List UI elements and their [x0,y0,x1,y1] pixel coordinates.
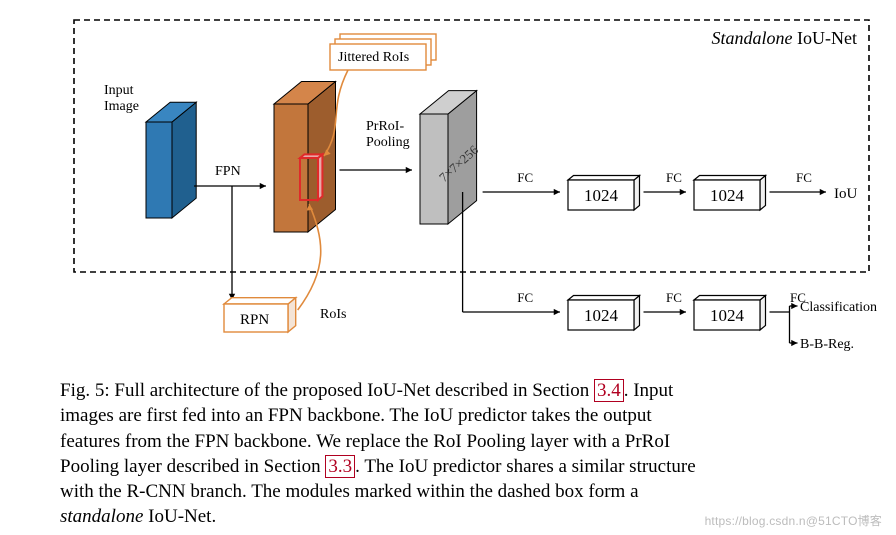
cap-1a: Full architecture of the proposed IoU-Ne… [110,380,594,401]
ref-3-4: 3.4 [594,379,624,402]
svg-text:1024: 1024 [584,306,619,325]
cap-4b: . The IoU predictor shares a similar str… [355,456,695,477]
svg-text:RPN: RPN [240,312,269,328]
svg-text:IoU: IoU [834,186,857,202]
svg-text:FC: FC [666,290,682,305]
svg-text:1024: 1024 [584,186,619,205]
svg-text:1024: 1024 [710,186,745,205]
svg-text:1024: 1024 [710,306,745,325]
watermark: https://blog.csdn.n@51CTO博客 [705,512,882,529]
svg-text:PrRoI-Pooling: PrRoI-Pooling [366,119,410,150]
svg-text:Standalone IoU-Net: Standalone IoU-Net [712,28,857,48]
cap-2: images are first fed into an FPN backbon… [60,405,652,426]
svg-text:FC: FC [517,290,533,305]
svg-text:FC: FC [517,170,533,185]
cap-5: with the R-CNN branch. The modules marke… [60,481,639,502]
svg-text:FC: FC [796,170,812,185]
cap-3: features from the FPN backbone. We repla… [60,431,670,452]
ref-3-3: 3.3 [325,455,355,478]
cap-6-rest: IoU-Net. [143,506,216,527]
cap-1b: . Input [624,380,674,401]
figure-caption: Fig. 5: Full architecture of the propose… [60,378,840,530]
cap-6-em: standalone [60,506,143,527]
svg-text:InputImage: InputImage [104,83,139,114]
svg-text:Classification: Classification [800,300,877,315]
svg-text:Jittered RoIs: Jittered RoIs [338,50,409,65]
svg-text:FC: FC [666,170,682,185]
cap-4a: Pooling layer described in Section [60,456,325,477]
svg-text:FPN: FPN [215,164,241,179]
svg-text:RoIs: RoIs [320,307,346,322]
svg-text:B-B-Reg.: B-B-Reg. [800,337,854,352]
fig-label: Fig. 5: [60,380,110,401]
